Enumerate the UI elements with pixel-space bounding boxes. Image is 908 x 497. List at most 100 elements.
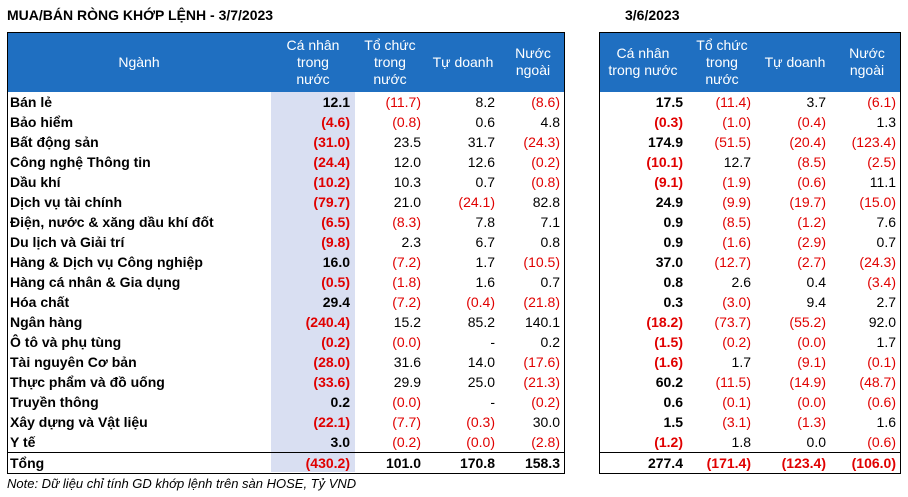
value-3-7-col1: 12.0 — [393, 154, 421, 170]
sector-name: Hóa chất — [10, 294, 70, 310]
value-3-7-col1: (1.8) — [392, 274, 421, 290]
value-3-7-col3: (0.8) — [531, 174, 560, 190]
sector-name: Bất động sản — [10, 134, 99, 150]
value-3-7-col2: 12.6 — [467, 154, 495, 170]
value-3-7-col1: (7.2) — [392, 254, 421, 270]
table-row: Ô tô và phụ tùng (0.2) (0.0) - 0.2 (1.5) (0.2)… — [0, 332, 908, 352]
table-row: Truyền thông 0.2 (0.0) - (0.2) 0.6 (0.1) (0.0) (… — [0, 392, 908, 412]
value-3-6-col0: 0.8 — [663, 274, 683, 290]
header-to-chuc-prev: Tổ chức trong nước — [696, 36, 748, 87]
footnote: Note: Dữ liệu chỉ tính GD khớp lệnh trên… — [7, 476, 357, 491]
value-3-7-col1: 31.6 — [393, 354, 421, 370]
value-3-6-col3: (48.7) — [859, 374, 896, 390]
value-3-7-col0: (0.2) — [321, 334, 350, 350]
table-row: Ngân hàng (240.4) 15.2 85.2 140.1 (18.2) (73.7… — [0, 312, 908, 332]
sector-name: Bảo hiểm — [10, 114, 74, 130]
value-3-6-col2: (9.1) — [797, 354, 826, 370]
value-3-6-col1: (9.9) — [722, 194, 751, 210]
total-separator-right — [599, 452, 901, 453]
value-3-6-col2: 9.4 — [806, 294, 826, 310]
value-3-6-col0: 17.5 — [655, 94, 683, 110]
sector-name: Ô tô và phụ tùng — [10, 334, 122, 350]
value-3-6-col0: 277.4 — [647, 455, 683, 471]
value-3-6-col0: 1.5 — [663, 414, 683, 430]
value-3-6-col1: (1.9) — [722, 174, 751, 190]
value-3-7-col0: (4.6) — [321, 114, 350, 130]
value-3-6-col3: (0.1) — [867, 354, 896, 370]
value-3-6-col0: 0.9 — [663, 214, 683, 230]
value-3-7-col2: - — [490, 394, 495, 410]
value-3-7-col3: (21.3) — [523, 374, 560, 390]
value-3-7-col0: 12.1 — [322, 94, 350, 110]
value-3-6-col1: (1.6) — [722, 234, 751, 250]
sector-name: Ngân hàng — [10, 314, 83, 330]
value-3-6-col0: 37.0 — [655, 254, 683, 270]
value-3-7-col1: (11.7) — [385, 94, 421, 110]
sector-name: Dầu khí — [10, 174, 61, 190]
table-row: Hàng & Dịch vụ Công nghiệp 16.0 (7.2) 1.7 (1… — [0, 252, 908, 272]
value-3-7-col1: (7.2) — [392, 294, 421, 310]
value-3-6-col3: (0.6) — [867, 434, 896, 450]
value-3-7-col2: (0.3) — [466, 414, 495, 430]
value-3-6-col1: 2.6 — [731, 274, 751, 290]
value-3-6-col2: (14.9) — [789, 374, 826, 390]
header-nuoc-ngoai-prev: Nước ngoài — [849, 45, 885, 78]
value-3-7-col3: 0.8 — [540, 234, 560, 250]
value-3-7-col2: - — [490, 334, 495, 350]
value-3-6-col2: 0.4 — [806, 274, 826, 290]
value-3-7-col2: 0.7 — [475, 174, 495, 190]
header-sector: Ngành — [118, 53, 160, 70]
value-3-7-col2: (24.1) — [458, 194, 495, 210]
header-ca-nhan: Cá nhân trong nước — [286, 36, 340, 87]
value-3-7-col2: 31.7 — [467, 134, 495, 150]
sector-name: Du lịch và Giải trí — [10, 234, 125, 250]
value-3-6-col1: (8.5) — [722, 214, 751, 230]
value-3-7-col1: 23.5 — [393, 134, 421, 150]
value-3-7-col0: (240.4) — [305, 314, 350, 330]
value-3-7-col3: (17.6) — [523, 354, 560, 370]
value-3-6-col3: 0.7 — [876, 234, 896, 250]
value-3-6-col3: (6.1) — [867, 94, 896, 110]
value-3-7-col3: (8.6) — [531, 94, 560, 110]
value-3-6-col2: (1.2) — [797, 214, 826, 230]
value-3-6-col1: 1.7 — [731, 354, 751, 370]
sector-name: Tài nguyên Cơ bản — [10, 354, 137, 370]
value-3-7-col3: (21.8) — [523, 294, 560, 310]
value-3-6-col3: (0.6) — [867, 394, 896, 410]
value-3-6-col3: (3.4) — [867, 274, 896, 290]
sector-name: Y tế — [10, 434, 36, 450]
value-3-6-col0: (9.1) — [654, 174, 683, 190]
value-3-6-col0: (1.2) — [654, 434, 683, 450]
value-3-7-col3: (2.8) — [531, 434, 560, 450]
value-3-6-col3: (106.0) — [851, 455, 896, 471]
value-3-6-col1: (1.0) — [722, 114, 751, 130]
value-3-7-col3: 82.8 — [532, 194, 560, 210]
table-header-right: Cá nhân trong nước Tổ chức trong nước Tự… — [599, 32, 901, 92]
value-3-6-col2: (0.6) — [797, 174, 826, 190]
value-3-7-col3: (24.3) — [523, 134, 560, 150]
sector-name: Điện, nước & xăng dầu khí đốt — [10, 214, 214, 230]
value-3-7-col0: (22.1) — [313, 414, 350, 430]
value-3-6-col3: (15.0) — [859, 194, 896, 210]
value-3-6-col1: (3.1) — [722, 414, 751, 430]
sector-name: Hàng & Dịch vụ Công nghiệp — [10, 254, 203, 270]
value-3-6-col2: (8.5) — [797, 154, 826, 170]
value-3-6-col3: 92.0 — [868, 314, 896, 330]
value-3-7-col2: 25.0 — [467, 374, 495, 390]
value-3-6-col2: (2.7) — [797, 254, 826, 270]
value-3-6-col0: 174.9 — [647, 134, 683, 150]
value-3-7-col1: 21.0 — [393, 194, 421, 210]
value-3-7-col2: 0.6 — [475, 114, 495, 130]
sector-name: Bán lẻ — [10, 94, 53, 110]
total-label: Tổng — [10, 455, 45, 471]
table-row: Thực phẩm và đồ uống (33.6) 29.9 25.0 (21.3)… — [0, 372, 908, 392]
value-3-6-col0: 0.6 — [663, 394, 683, 410]
table-row: Dịch vụ tài chính (79.7) 21.0 (24.1) 82.8 24.… — [0, 192, 908, 212]
sector-name: Công nghệ Thông tin — [10, 154, 151, 170]
table-row: Xây dựng và Vật liệu (22.1) (7.7) (0.3) 30.0… — [0, 412, 908, 432]
value-3-6-col1: (11.4) — [715, 94, 751, 110]
value-3-6-col2: (55.2) — [789, 314, 826, 330]
value-3-6-col3: (2.5) — [867, 154, 896, 170]
value-3-6-col2: (0.0) — [797, 334, 826, 350]
value-3-6-col1: (171.4) — [706, 455, 751, 471]
